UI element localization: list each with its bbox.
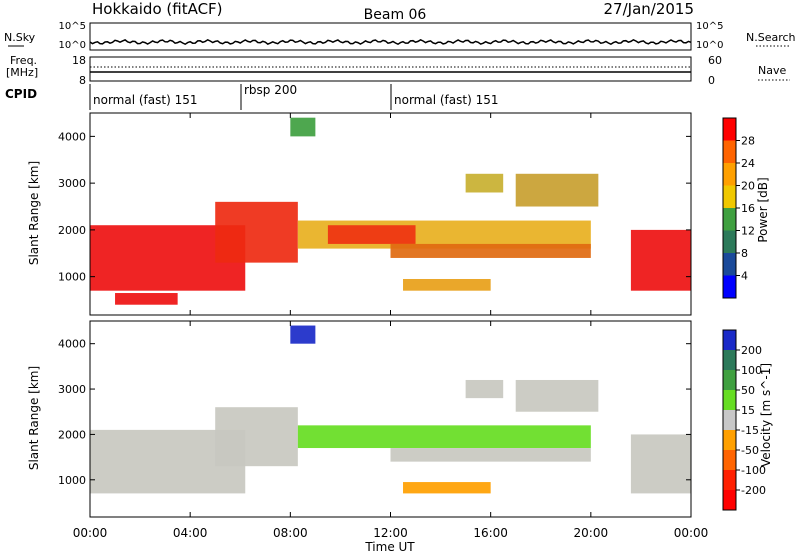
velocity-colorbar-swatch — [723, 330, 736, 350]
noise-right-tick-bottom: 10^0 — [696, 40, 723, 51]
power-colorbar-swatch — [723, 118, 736, 141]
nave-label: Nave — [758, 64, 786, 77]
velocity-scatter-region — [630, 434, 691, 494]
power-colorbar-tick-label: 20 — [741, 180, 755, 193]
velocity-scatter-region — [403, 482, 491, 494]
freq-right-tick-bottom: 0 — [708, 74, 715, 87]
noise-right-tick-top: 10^5 — [696, 21, 723, 32]
noise-left-tick-top: 10^5 — [59, 21, 86, 32]
power-scatter-region — [327, 225, 416, 244]
velocity-colorbar-swatch — [723, 350, 736, 370]
power-colorbar-tick-label: 4 — [741, 270, 748, 283]
power-y-tick-label: 4000 — [58, 130, 86, 143]
power-y-axis-label: Slant Range [km] — [27, 161, 41, 265]
velocity-y-tick-label: 3000 — [58, 383, 86, 396]
x-tick-label: 08:00 — [273, 526, 308, 540]
power-scatter-region — [215, 201, 298, 263]
velocity-y-tick-label: 4000 — [58, 338, 86, 351]
velocity-colorbar-tick-label: 50 — [741, 384, 755, 397]
cpid-label: CPID — [5, 87, 37, 101]
velocity-scatter-region — [297, 425, 591, 449]
velocity-colorbar-swatch — [723, 410, 736, 430]
velocity-colorbar-swatch — [723, 470, 736, 490]
power-scatter-region — [403, 278, 491, 291]
velocity-scatter-region — [390, 448, 591, 462]
station-title: Hokkaido (fitACF) — [92, 0, 223, 18]
power-colorbar-swatch — [723, 185, 736, 208]
velocity-colorbar: 200 100 50 15 -15 -50 -100 -200 — [722, 329, 766, 511]
beam-label: Beam 06 — [364, 7, 427, 23]
velocity-scatter-region — [465, 379, 504, 399]
date-label: 27/Jan/2015 — [604, 0, 695, 18]
freq-label-2: [MHz] — [6, 66, 38, 79]
noise-search-label: N.Search — [746, 31, 796, 44]
power-scatter-region — [515, 173, 599, 207]
velocity-colorbar-swatch — [723, 390, 736, 410]
cpid-segment-3: normal (fast) 151 — [394, 93, 498, 107]
power-y-tick-label: 1000 — [58, 271, 86, 284]
velocity-scatter-region — [290, 325, 316, 344]
noise-panel: N.Sky 10^5 10^0 10^5 10^0 N.Search — [4, 21, 796, 51]
power-scatter-region — [115, 293, 178, 305]
noise-sky-line — [89, 38, 692, 46]
velocity-y-axis-label: Slant Range [km] — [27, 366, 41, 470]
noise-left-tick-bottom: 10^0 — [59, 40, 86, 51]
velocity-colorbar-tick-label: -50 — [741, 444, 759, 457]
cpid-strip: CPID normal (fast) 151 rbsp 200 normal (… — [5, 83, 498, 110]
cpid-segment-1: normal (fast) 151 — [93, 93, 197, 107]
x-tick-label: 00:00 — [73, 526, 108, 540]
power-scatter-region — [465, 173, 504, 193]
velocity-colorbar-tick-label: 15 — [741, 404, 755, 417]
power-colorbar-swatch — [723, 230, 736, 253]
velocity-y-tick-label: 1000 — [58, 474, 86, 487]
power-colorbar-tick-label: 12 — [741, 225, 755, 238]
power-y-tick-label: 2000 — [58, 224, 86, 237]
power-colorbar-swatch — [723, 140, 736, 163]
frequency-panel: Freq. [MHz] 18 8 60 0 Nave — [6, 54, 790, 87]
x-axis-label: Time UT — [364, 540, 415, 554]
power-scatter-region — [630, 229, 691, 291]
x-axis: 00:00 04:00 08:00 12:00 16:00 20:00 00:00 — [73, 113, 709, 540]
x-tick-label: 12:00 — [373, 526, 408, 540]
x-tick-label: 16:00 — [473, 526, 508, 540]
power-y-tick-label: 3000 — [58, 177, 86, 190]
power-colorbar-tick-label: 28 — [741, 135, 755, 148]
velocity-colorbar-tick-label: 200 — [741, 344, 762, 357]
noise-sky-label: N.Sky — [4, 31, 36, 44]
freq-label-1: Freq. — [10, 54, 37, 67]
power-colorbar-tick-label: 24 — [741, 157, 755, 170]
power-panel: 1000 2000 3000 4000 Slant Range [km] — [27, 112, 692, 316]
power-colorbar-swatch — [723, 253, 736, 276]
power-colorbar-tick-label: 16 — [741, 202, 755, 215]
power-scatter-region — [290, 117, 316, 137]
power-colorbar-swatch — [723, 208, 736, 231]
velocity-colorbar-swatch — [723, 370, 736, 390]
velocity-colorbar-swatch — [723, 450, 736, 470]
power-scatter-region — [390, 243, 591, 258]
velocity-y-tick-label: 2000 — [58, 428, 86, 441]
power-colorbar: 28 24 20 16 12 8 4 — [722, 117, 755, 299]
freq-left-tick-top: 18 — [72, 54, 86, 67]
power-colorbar-swatch — [723, 275, 736, 298]
power-colorbar-label: Power [dB] — [756, 177, 770, 242]
velocity-colorbar-label: Velocity [m s^-1] — [759, 363, 773, 467]
freq-right-tick-top: 60 — [708, 54, 722, 67]
x-tick-label: 20:00 — [574, 526, 609, 540]
velocity-colorbar-tick-label: -100 — [741, 464, 766, 477]
x-tick-label: 00:00 — [674, 526, 709, 540]
x-tick-label: 04:00 — [173, 526, 208, 540]
power-colorbar-swatch — [723, 163, 736, 186]
cpid-segment-2: rbsp 200 — [244, 83, 297, 97]
velocity-colorbar-tick-label: 100 — [741, 364, 762, 377]
velocity-scatter-region — [215, 407, 298, 467]
velocity-colorbar-swatch — [723, 490, 736, 510]
velocity-colorbar-swatch — [723, 430, 736, 450]
velocity-scatter-region — [515, 379, 599, 412]
velocity-colorbar-tick-label: -15 — [741, 424, 759, 437]
freq-left-tick-bottom: 8 — [79, 74, 86, 87]
velocity-colorbar-tick-label: -200 — [741, 484, 766, 497]
velocity-panel: 1000 2000 3000 4000 Slant Range [km] — [27, 320, 692, 518]
power-colorbar-tick-label: 8 — [741, 247, 748, 260]
